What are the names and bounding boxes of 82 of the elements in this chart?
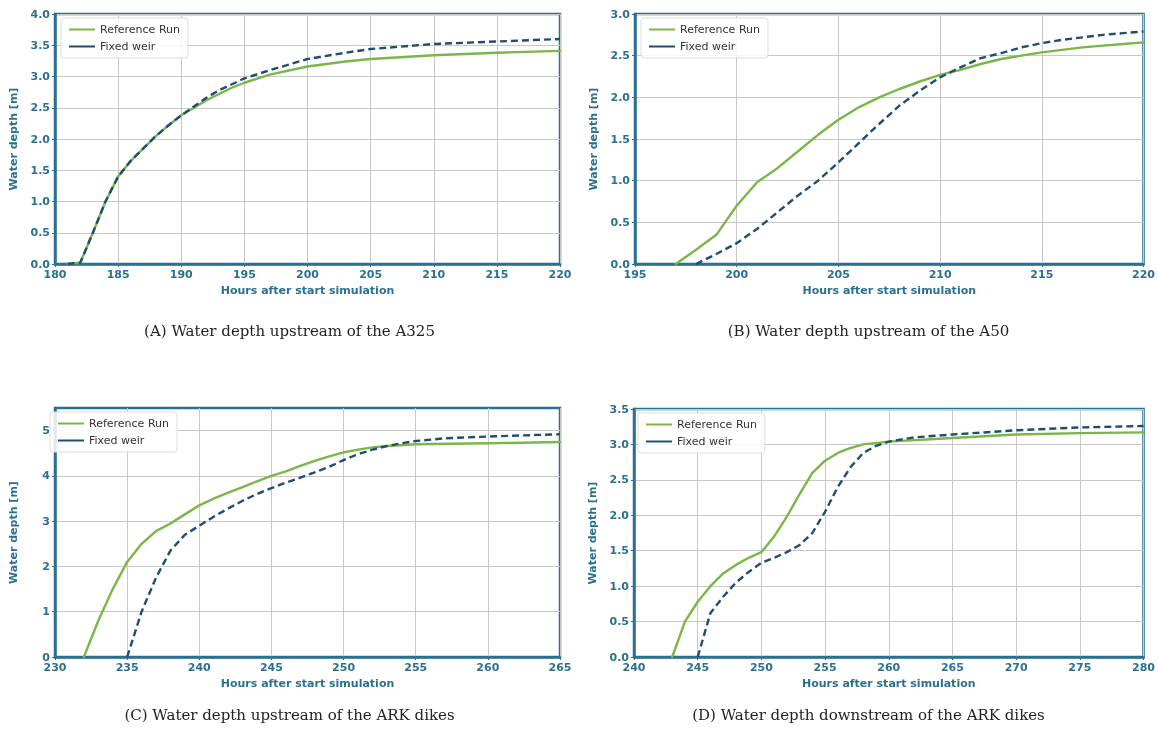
y-tick-label: 0.0 bbox=[609, 650, 630, 664]
y-tick-label: 3.0 bbox=[610, 7, 631, 21]
x-tick-label: 200 bbox=[725, 268, 749, 281]
x-tick-label: 195 bbox=[232, 268, 256, 281]
y-tick-label: 3.5 bbox=[30, 38, 50, 52]
x-tick-label: 265 bbox=[940, 661, 964, 674]
y-tick-label: 0.5 bbox=[30, 226, 50, 240]
y-tick-label: 0.5 bbox=[609, 615, 629, 629]
y-axis-title: Water depth [m] bbox=[587, 87, 600, 191]
x-axis-title: Hours after start simulation bbox=[220, 676, 395, 690]
y-tick-label: 2.5 bbox=[609, 473, 629, 487]
text: (C) Water depth upstream of the ARK dikes bbox=[124, 705, 455, 724]
y-tick-label: 1.0 bbox=[609, 579, 630, 593]
y-tick-label: 1.5 bbox=[30, 163, 50, 177]
x-tick-label: 215 bbox=[1030, 268, 1054, 281]
y-axis-title: Water depth [m] bbox=[7, 87, 20, 191]
x-tick-label: 250 bbox=[749, 661, 774, 674]
legend-label: Fixed weir bbox=[89, 434, 145, 447]
x-tick-label: 190 bbox=[169, 268, 194, 281]
x-tick-label: 275 bbox=[1068, 661, 1092, 674]
x-tick-label: 250 bbox=[332, 661, 356, 674]
y-tick-label: 2.5 bbox=[30, 101, 50, 115]
x-tick-label: 200 bbox=[296, 268, 320, 281]
x-tick-label: 245 bbox=[259, 661, 283, 674]
x-tick-label: 220 bbox=[1132, 268, 1156, 281]
y-tick-label: 1 bbox=[42, 605, 50, 619]
y-tick-label: 0.0 bbox=[30, 257, 51, 271]
x-tick-label: 215 bbox=[485, 268, 509, 281]
x-tick-label: 240 bbox=[187, 661, 212, 674]
text: (A) Water depth upstream of the A325 bbox=[144, 321, 435, 340]
text: (B) Water depth upstream of the A50 bbox=[727, 321, 1010, 340]
y-axis-title: Water depth [m] bbox=[7, 481, 20, 584]
x-tick-label: 265 bbox=[548, 661, 572, 674]
x-axis-title: Hours after start simulation bbox=[801, 676, 976, 690]
y-tick-label: 2.5 bbox=[610, 49, 630, 63]
x-tick-label: 230 bbox=[43, 661, 67, 674]
y-tick-label: 2.0 bbox=[30, 132, 51, 146]
x-tick-label: 255 bbox=[813, 661, 837, 674]
x-tick-label: 210 bbox=[928, 268, 952, 281]
y-tick-label: 2.0 bbox=[609, 508, 630, 522]
x-tick-label: 205 bbox=[359, 268, 383, 281]
x-tick-label: 195 bbox=[623, 268, 647, 281]
x-tick-label: 205 bbox=[826, 268, 850, 281]
x-tick-label: 260 bbox=[476, 661, 500, 674]
x-tick-label: 280 bbox=[1132, 661, 1156, 674]
text: (D) Water depth downstream of the ARK dikes bbox=[692, 705, 1045, 724]
legend-label: Reference Run bbox=[677, 418, 758, 431]
x-tick-label: 260 bbox=[877, 661, 901, 674]
x-tick-label: 270 bbox=[1004, 661, 1028, 674]
x-tick-label: 240 bbox=[622, 661, 646, 674]
y-tick-label: 1.5 bbox=[610, 132, 630, 146]
legend-label: Fixed weir bbox=[677, 435, 733, 448]
x-tick-label: 255 bbox=[404, 661, 428, 674]
y-tick-label: 1.5 bbox=[609, 544, 629, 558]
y-tick-label: 2.0 bbox=[610, 90, 631, 104]
x-axis-title: Hours after start simulation bbox=[220, 283, 395, 297]
x-axis-title: Hours after start simulation bbox=[802, 283, 977, 297]
legend-label: Fixed weir bbox=[680, 40, 736, 53]
x-tick-label: 235 bbox=[115, 661, 139, 674]
y-tick-label: 1.0 bbox=[610, 174, 631, 188]
y-tick-label: 0.0 bbox=[610, 257, 631, 271]
y-tick-label: 3.5 bbox=[609, 402, 629, 416]
y-tick-label: 2 bbox=[42, 559, 50, 573]
y-tick-label: 3.0 bbox=[30, 70, 51, 83]
y-tick-label: 3 bbox=[42, 514, 50, 528]
y-tick-label: 0.5 bbox=[610, 215, 630, 229]
x-tick-label: 220 bbox=[548, 268, 572, 281]
legend-label: Fixed weir bbox=[100, 40, 156, 53]
y-tick-label: 5 bbox=[42, 424, 50, 438]
legend-label: Reference Run bbox=[680, 23, 761, 36]
y-axis-title: Water depth [m] bbox=[586, 481, 599, 585]
x-tick-label: 210 bbox=[422, 268, 446, 281]
x-tick-label: 245 bbox=[686, 661, 710, 674]
x-tick-label: 180 bbox=[43, 268, 67, 281]
y-tick-label: 0 bbox=[42, 650, 51, 664]
legend-label: Reference Run bbox=[100, 23, 181, 36]
y-tick-label: 4 bbox=[42, 469, 51, 483]
y-tick-label: 3.0 bbox=[609, 437, 630, 451]
x-tick-label: 185 bbox=[106, 268, 130, 281]
legend-label: Reference Run bbox=[89, 417, 170, 430]
y-tick-label: 1.0 bbox=[30, 195, 51, 208]
y-tick-label: 4.0 bbox=[30, 7, 51, 21]
